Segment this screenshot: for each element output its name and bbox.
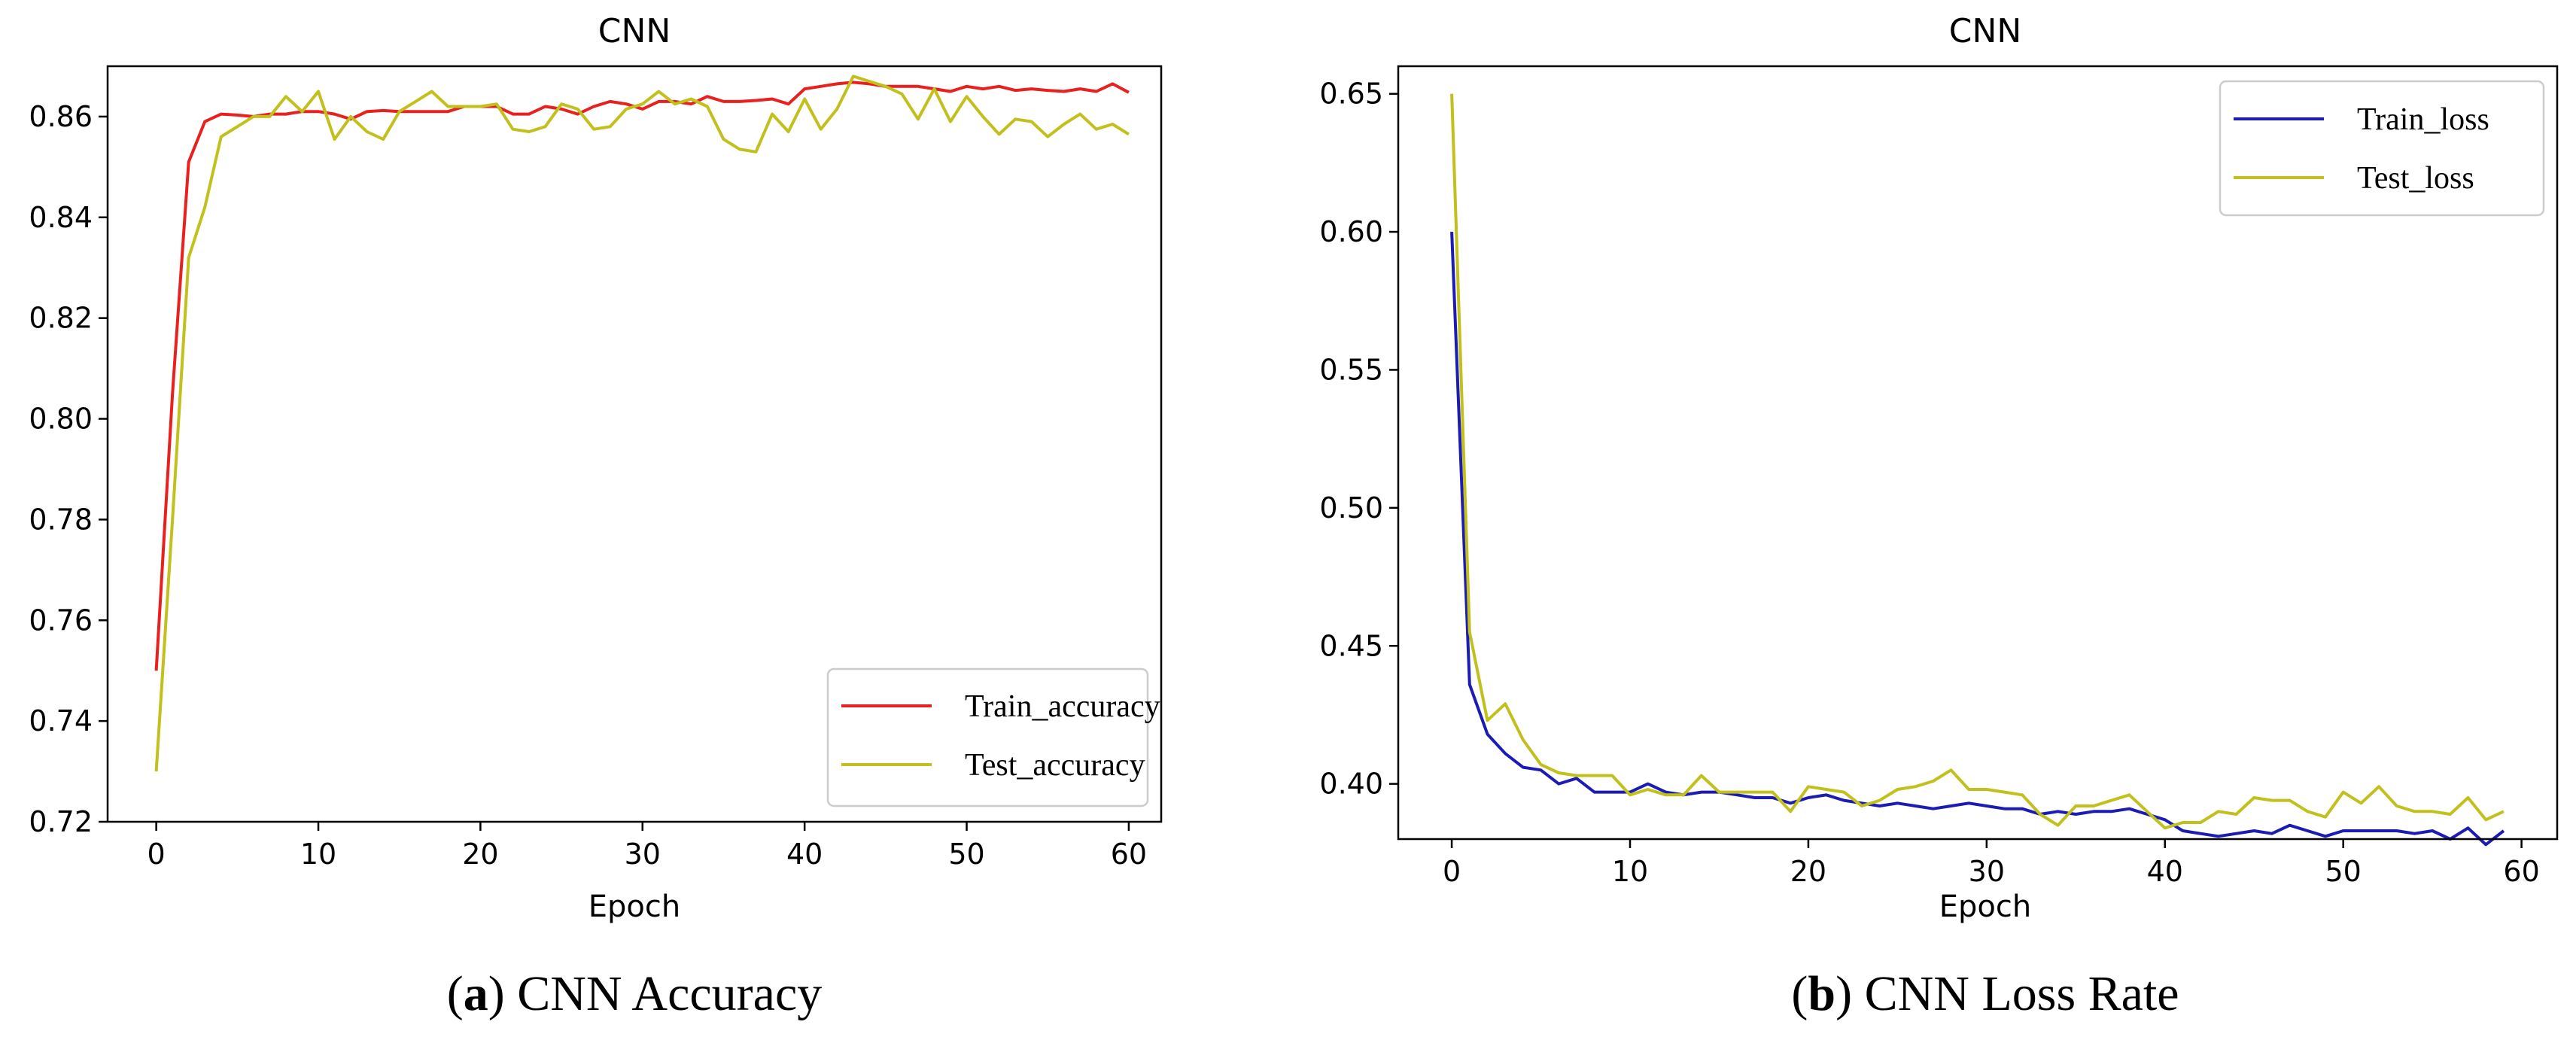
chart-title: CNN	[598, 12, 671, 50]
x-tick-label: 30	[625, 838, 661, 871]
y-tick-label: 0.50	[1319, 491, 1383, 525]
y-tick-label: 0.45	[1319, 629, 1383, 662]
series-line-test-loss	[1450, 93, 2505, 830]
y-tick-label: 0.74	[29, 704, 93, 737]
y-tick-label: 0.55	[1319, 353, 1383, 386]
plot-frame	[106, 65, 1163, 823]
x-tick-label: 50	[948, 838, 984, 871]
x-tick-label: 20	[1790, 855, 1826, 888]
caption-b: (b) CNN Loss Rate	[1791, 966, 2179, 1021]
series-line-test-accuracy	[154, 75, 1130, 772]
caption-b-text: CNN Loss Rate	[1852, 966, 2179, 1021]
y-tick-label: 0.78	[29, 503, 93, 536]
y-axis: 0.40 0.45 0.50 0.55 0.60 0.65	[1319, 78, 1398, 801]
y-tick-label: 0.82	[29, 302, 93, 335]
x-tick-label: 40	[786, 838, 823, 871]
caption-a: (a) CNN Accuracy	[447, 966, 823, 1021]
y-tick-label: 0.76	[29, 604, 93, 637]
legend-label-test-accuracy: Test_accuracy	[965, 748, 1145, 783]
x-axis: 0 10 20 30 40 50 60	[148, 822, 1147, 871]
x-tick-label: 0	[1443, 855, 1461, 888]
x-tick-label: 0	[148, 838, 166, 871]
x-tick-label: 30	[1969, 855, 2005, 888]
plot-frame	[1397, 65, 2559, 841]
y-tick-label: 0.84	[29, 201, 93, 234]
x-tick-label: 60	[2503, 855, 2539, 888]
chart-title: CNN	[1949, 12, 2022, 50]
y-tick-label: 0.86	[29, 100, 93, 133]
x-tick-label: 10	[300, 838, 336, 871]
y-tick-label: 0.80	[29, 403, 93, 436]
x-tick-label: 20	[462, 838, 498, 871]
plot-area	[154, 75, 1130, 772]
x-tick-label: 60	[1111, 838, 1147, 871]
x-axis: 0 10 20 30 40 50 60	[1443, 839, 2540, 888]
x-axis-label: Epoch	[588, 889, 680, 924]
y-tick-label: 0.72	[29, 805, 93, 838]
legend: Train_accuracy Test_accuracy	[826, 667, 1160, 807]
series-line-train-loss	[1450, 232, 2505, 847]
caption-a-text: CNN Accuracy	[505, 966, 823, 1021]
y-tick-label: 0.40	[1319, 768, 1383, 801]
legend-label-test-loss: Test_loss	[2357, 161, 2474, 196]
accuracy-chart: CNN 0.72 0.74 0.76 0.78 0.80 0.82 0.84 0.86 0 10…	[29, 12, 1163, 924]
y-tick-label: 0.60	[1319, 215, 1383, 248]
y-axis: 0.72 0.74 0.76 0.78 0.80 0.82 0.84 0.86	[29, 100, 108, 838]
x-axis-label: Epoch	[1939, 889, 2031, 924]
legend-label-train-accuracy: Train_accuracy	[965, 689, 1160, 724]
series-line-train-accuracy	[154, 81, 1130, 671]
caption-b-letter: b	[1808, 966, 1835, 1021]
plot-area	[1450, 93, 2505, 847]
legend-box	[2219, 80, 2545, 217]
x-tick-label: 50	[2325, 855, 2362, 888]
caption-a-letter: a	[464, 966, 488, 1021]
legend-box	[826, 667, 1149, 807]
legend-label-train-loss: Train_loss	[2357, 102, 2489, 137]
x-tick-label: 40	[2147, 855, 2183, 888]
legend: Train_loss Test_loss	[2219, 80, 2545, 217]
x-tick-label: 10	[1612, 855, 1648, 888]
y-tick-label: 0.65	[1319, 78, 1383, 111]
loss-chart: CNN 0.40 0.45 0.50 0.55 0.60 0.65 0 10 20 30 40 50…	[1319, 12, 2559, 924]
